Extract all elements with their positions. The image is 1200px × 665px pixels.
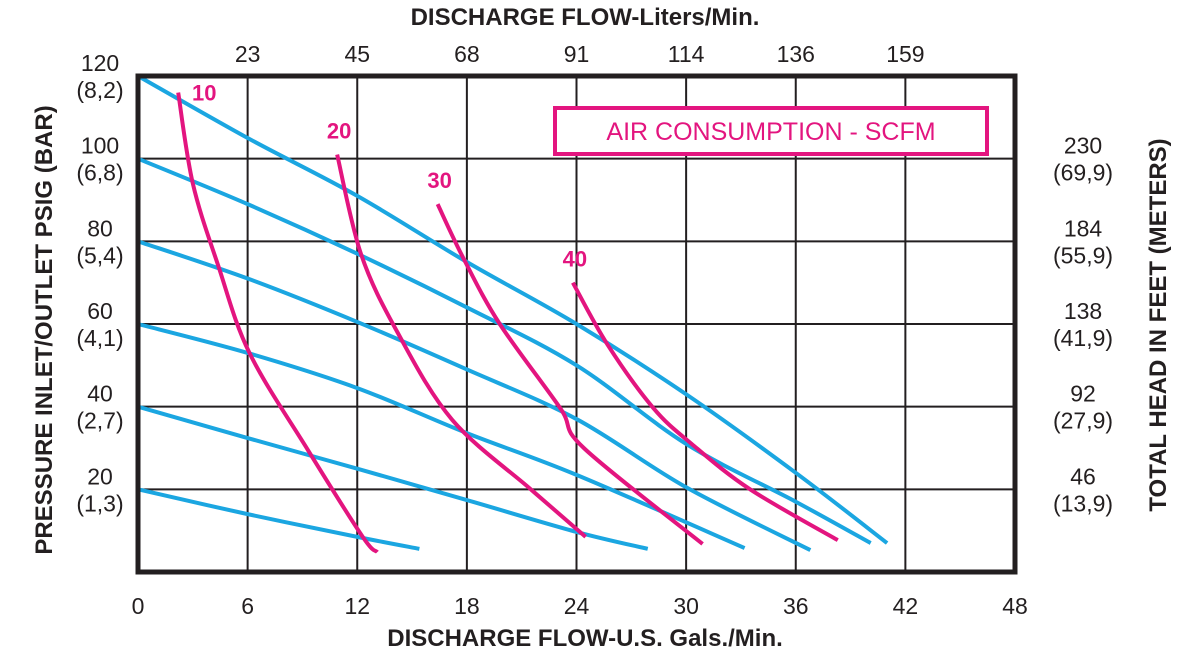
x-tick-label: 42	[893, 593, 919, 619]
x-tick-label: 18	[454, 593, 480, 619]
y-axis-title: PRESSURE INLET/OUTLET PSIG (BAR)	[31, 105, 58, 554]
right-tick-feet: 92	[1070, 381, 1096, 407]
x-tick-label: 30	[673, 593, 699, 619]
air-consumption-curve-30	[435, 203, 704, 546]
x-tick-label: 36	[783, 593, 809, 619]
x-tick-label: 48	[1002, 593, 1028, 619]
right-axis-title: TOTAL HEAD IN FEET (METERS)	[1145, 138, 1172, 511]
right-tick-feet: 230	[1064, 133, 1102, 159]
legend-box: AIR CONSUMPTION - SCFM	[553, 106, 989, 156]
plot-frame	[135, 73, 1018, 575]
pressure-line-4	[137, 322, 746, 550]
pressure-line-5	[137, 404, 649, 551]
air-consumption-label-30: 30	[427, 168, 451, 193]
right-tick-feet: 138	[1064, 298, 1102, 324]
series-layer: 10 20 30 40	[137, 74, 889, 554]
y-tick-bar: (4,1)	[76, 325, 123, 351]
right-tick-meters: (13,9)	[1053, 490, 1113, 516]
air-consumption-label-20: 20	[327, 119, 351, 144]
pressure-line-1	[137, 74, 889, 545]
right-tick-meters: (27,9)	[1053, 408, 1113, 434]
x-tick-label: 12	[344, 593, 370, 619]
top-axis-title: DISCHARGE FLOW-Liters/Min.	[411, 4, 760, 31]
x-axis-title: DISCHARGE FLOW-U.S. Gals./Min.	[387, 625, 783, 652]
y-tick-psig: 40	[87, 381, 113, 407]
y-tick-psig: 120	[81, 50, 119, 76]
air-consumption-label-10: 10	[192, 81, 216, 106]
top-tick-label: 136	[777, 41, 815, 67]
x-tick-label: 6	[241, 593, 254, 619]
axes: 0 6 12 18 24 30 36 42 48 23 45 68 91 114 136 159 120(8,2…	[76, 41, 1113, 619]
pressure-line-2	[137, 156, 872, 545]
top-tick-label: 23	[235, 41, 261, 67]
y-tick-bar: (8,2)	[76, 77, 123, 103]
right-tick-feet: 46	[1070, 463, 1096, 489]
x-tick-label: 24	[564, 593, 590, 619]
air-consumption-curve-20	[335, 154, 587, 539]
y-tick-bar: (5,4)	[76, 242, 123, 268]
y-tick-psig: 20	[87, 463, 113, 489]
pressure-line-6	[137, 487, 420, 551]
top-tick-label: 114	[668, 41, 705, 67]
legend-frame	[553, 106, 989, 156]
top-tick-label: 45	[344, 41, 370, 67]
y-tick-bar: (1,3)	[76, 490, 123, 516]
x-tick-label: 0	[132, 593, 145, 619]
pressure-line-3	[137, 239, 812, 552]
y-tick-psig: 80	[87, 215, 113, 241]
y-tick-psig: 60	[87, 298, 113, 324]
top-tick-label: 68	[454, 41, 480, 67]
y-tick-bar: (6,8)	[76, 160, 123, 186]
right-tick-meters: (69,9)	[1053, 160, 1113, 186]
air-consumption-curve-10	[176, 92, 379, 554]
right-tick-meters: (41,9)	[1053, 325, 1113, 351]
right-tick-feet: 184	[1064, 215, 1103, 241]
air-consumption-curve-40	[571, 281, 839, 542]
y-tick-psig: 100	[81, 133, 119, 159]
air-consumption-label-40: 40	[563, 247, 587, 272]
y-tick-bar: (2,7)	[76, 408, 123, 434]
top-tick-label: 91	[564, 41, 590, 67]
legend-text: AIR CONSUMPTION - SCFM	[606, 118, 935, 146]
right-tick-meters: (55,9)	[1053, 242, 1113, 268]
top-tick-label: 159	[886, 41, 924, 67]
